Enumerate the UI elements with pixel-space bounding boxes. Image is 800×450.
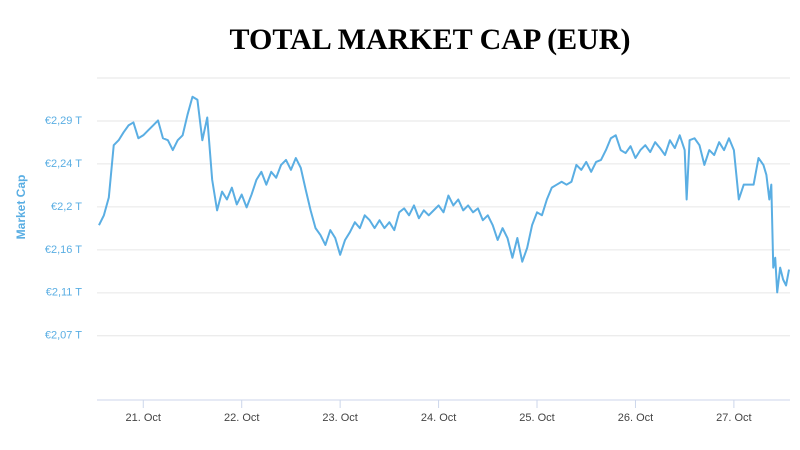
x-tick-label: 25. Oct [519,412,554,424]
x-tick-label: 22. Oct [224,412,259,424]
y-tick-label: €2,07 T [45,330,82,342]
x-tick-label: 21. Oct [126,412,161,424]
x-tick-label: 24. Oct [421,412,456,424]
x-tick-label: 23. Oct [322,412,357,424]
x-tick-label: 26. Oct [618,412,653,424]
y-tick-label: €2,29 T [45,115,82,127]
y-tick-label: €2,11 T [46,287,83,299]
data-line [98,95,791,294]
chart-title: TOTAL MARKET CAP (EUR) [230,23,631,56]
y-tick-label: €2,24 T [45,158,82,170]
x-tick-label: 27. Oct [716,412,751,424]
y-tick-label: €2,16 T [45,244,82,256]
y-axis-title: Market Cap [14,175,28,240]
y-tick-label: €2,2 T [51,201,82,213]
